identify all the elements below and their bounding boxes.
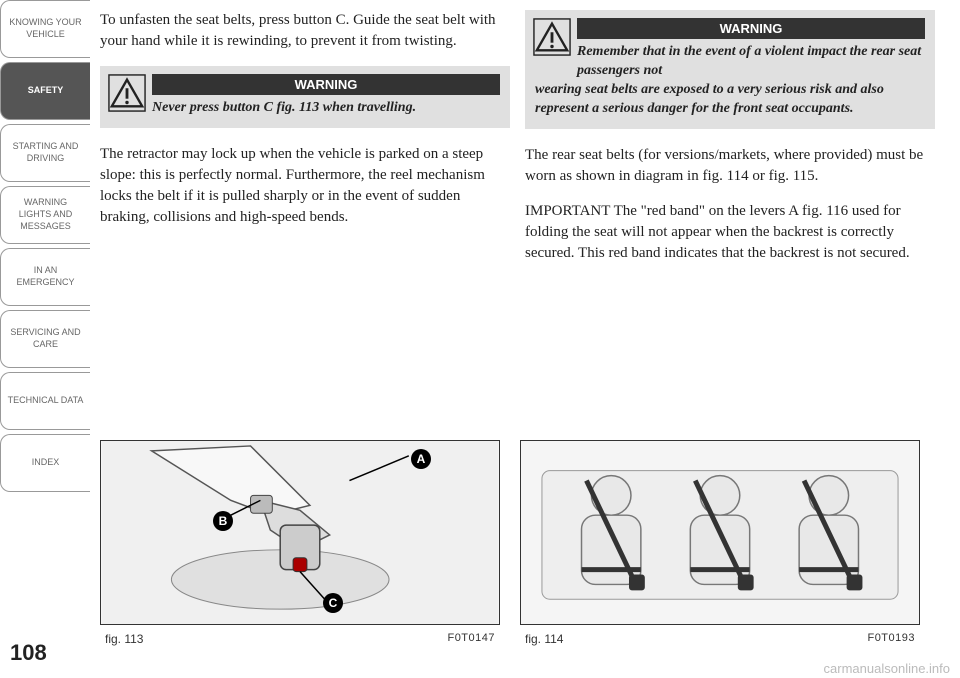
figure-code-114: F0T0193 (867, 632, 915, 644)
tab-emergency[interactable]: IN AN EMERGENCY (0, 248, 90, 306)
tab-knowing-vehicle[interactable]: KNOWING YOUR VEHICLE (0, 0, 90, 58)
page-number: 108 (10, 640, 47, 666)
watermark: carmanualsonline.info (824, 661, 950, 676)
warning-header: WARNING (152, 74, 500, 95)
paragraph-important: IMPORTANT The "red band" on the levers A… (525, 201, 935, 264)
callout-a: A (411, 449, 431, 469)
main-content: To unfasten the seat belts, press button… (100, 10, 950, 278)
warning-triangle-icon (533, 18, 571, 56)
tab-safety[interactable]: SAFETY (0, 62, 90, 120)
warning-text-left: Never press button C fig. 113 when trave… (152, 99, 500, 118)
paragraph-unfasten: To unfasten the seat belts, press button… (100, 10, 510, 52)
seatbelt-buckle-illustration (101, 441, 499, 624)
left-column: To unfasten the seat belts, press button… (100, 10, 510, 242)
paragraph-rear-belts: The rear seat belts (for versions/market… (525, 145, 935, 187)
warning-box-right: WARNING Remember that in the event of a … (525, 10, 935, 129)
paragraph-retractor: The retractor may lock up when the vehic… (100, 144, 510, 228)
warning-triangle-icon (108, 74, 146, 112)
rear-seats-illustration (521, 441, 919, 624)
tab-warning-lights[interactable]: WARNING LIGHTS AND MESSAGES (0, 186, 90, 244)
figure-114: fig. 114 F0T0193 (520, 440, 920, 625)
tab-technical-data[interactable]: TECHNICAL DATA (0, 372, 90, 430)
warning-text-right-2: wearing seat belts are exposed to a very… (535, 81, 925, 119)
right-column: WARNING Remember that in the event of a … (525, 10, 935, 278)
warning-box-left: WARNING Never press button C fig. 113 wh… (100, 66, 510, 128)
tab-index[interactable]: INDEX (0, 434, 90, 492)
figure-caption-114: fig. 114 (525, 632, 563, 646)
sidebar-nav: KNOWING YOUR VEHICLE SAFETY STARTING AND… (0, 0, 90, 678)
callout-b: B (213, 511, 233, 531)
tab-starting-driving[interactable]: STARTING AND DRIVING (0, 124, 90, 182)
figure-code-113: F0T0147 (447, 632, 495, 644)
tab-servicing-care[interactable]: SERVICING AND CARE (0, 310, 90, 368)
warning-header: WARNING (577, 18, 925, 39)
figure-113: A B C fig. 113 F0T0147 (100, 440, 500, 625)
callout-c: C (323, 593, 343, 613)
warning-text-right-1: Remember that in the event of a violent … (577, 43, 925, 81)
figure-caption-113: fig. 113 (105, 632, 143, 646)
